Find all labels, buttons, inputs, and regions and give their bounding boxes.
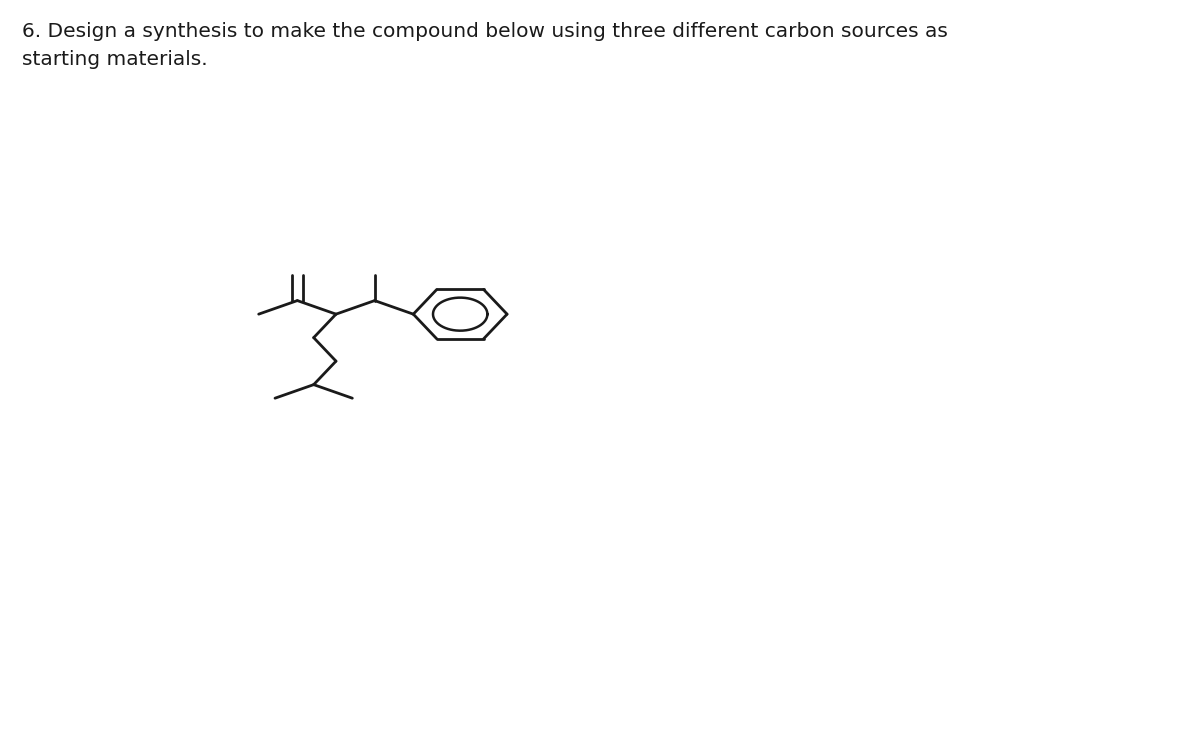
Text: 6. Design a synthesis to make the compound below using three different carbon so: 6. Design a synthesis to make the compou… <box>22 22 948 69</box>
